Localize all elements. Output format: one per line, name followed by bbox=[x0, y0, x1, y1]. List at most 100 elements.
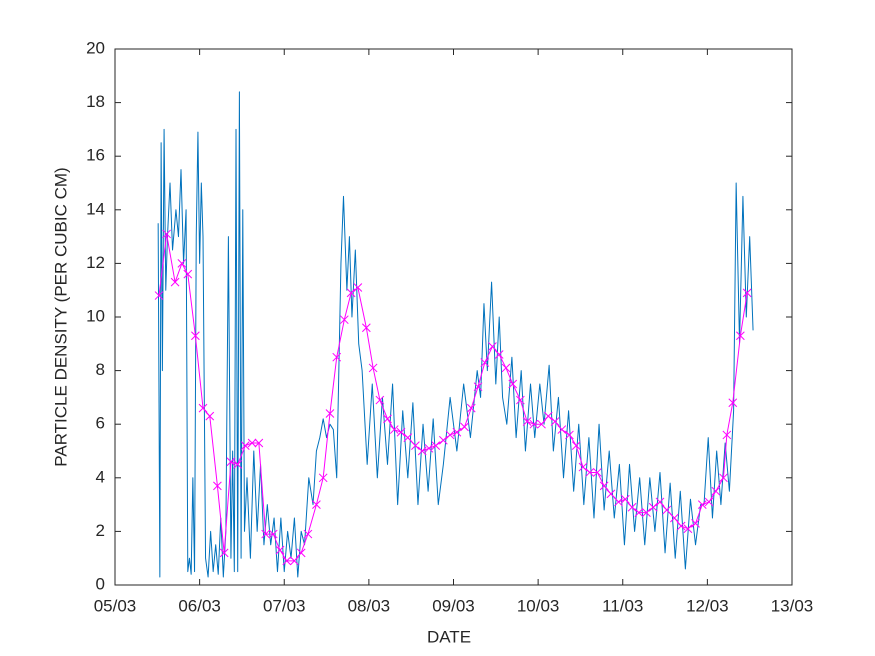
x-tick-label: 13/03 bbox=[771, 596, 814, 615]
marker bbox=[445, 430, 455, 440]
marker bbox=[634, 508, 644, 517]
marker bbox=[593, 468, 602, 477]
marker bbox=[648, 502, 658, 512]
marker bbox=[728, 398, 738, 408]
marker bbox=[296, 548, 306, 558]
marker bbox=[529, 419, 539, 429]
marker bbox=[494, 350, 504, 359]
y-tick-label: 20 bbox=[86, 38, 105, 57]
marker bbox=[191, 331, 200, 341]
marker bbox=[170, 277, 180, 287]
marker bbox=[719, 473, 728, 483]
marker bbox=[325, 409, 335, 418]
marker bbox=[711, 486, 721, 496]
marker bbox=[389, 425, 399, 434]
y-tick-label: 18 bbox=[86, 92, 105, 111]
marker bbox=[177, 259, 187, 268]
marker bbox=[431, 441, 441, 450]
y-axis-label: PARTICLE DENSITY (PER CUBIC CM) bbox=[51, 167, 70, 466]
marker bbox=[571, 441, 581, 450]
marker bbox=[183, 269, 193, 279]
marker bbox=[375, 395, 385, 405]
marker bbox=[550, 417, 560, 426]
marker bbox=[736, 331, 745, 341]
marker bbox=[537, 419, 546, 429]
marker bbox=[396, 427, 406, 437]
x-tick-label: 10/03 bbox=[517, 596, 560, 615]
marker bbox=[198, 403, 208, 413]
marker bbox=[683, 524, 693, 534]
x-tick-label: 12/03 bbox=[686, 596, 729, 615]
marker bbox=[676, 521, 686, 531]
x-tick-label: 07/03 bbox=[263, 596, 306, 615]
marker bbox=[460, 422, 469, 432]
marker bbox=[353, 283, 363, 292]
marker bbox=[268, 529, 278, 539]
marker bbox=[332, 352, 342, 362]
marker bbox=[403, 433, 413, 442]
marker bbox=[620, 494, 630, 504]
marker bbox=[614, 497, 623, 507]
marker bbox=[655, 497, 665, 507]
x-tick-label: 05/03 bbox=[94, 596, 137, 615]
marker bbox=[642, 508, 651, 517]
marker bbox=[557, 425, 567, 434]
marker bbox=[383, 414, 392, 424]
marker bbox=[233, 460, 243, 469]
x-axis-label: DATE bbox=[427, 627, 471, 646]
marker bbox=[662, 505, 672, 515]
marker bbox=[697, 500, 707, 509]
marker bbox=[516, 395, 525, 405]
marker bbox=[247, 438, 257, 448]
marker bbox=[290, 556, 299, 566]
y-tick-label: 16 bbox=[86, 146, 105, 165]
y-tick-label: 8 bbox=[96, 360, 105, 379]
marker bbox=[585, 468, 595, 477]
marker bbox=[578, 462, 588, 472]
y-tick-label: 14 bbox=[86, 199, 105, 218]
marker bbox=[704, 497, 714, 507]
marker bbox=[742, 288, 752, 298]
x-tick-label: 08/03 bbox=[348, 596, 391, 615]
marker bbox=[240, 441, 250, 450]
marker bbox=[417, 446, 427, 456]
marker bbox=[361, 323, 371, 333]
marker bbox=[543, 411, 553, 421]
marker bbox=[606, 489, 616, 499]
y-tick-label: 10 bbox=[86, 306, 105, 325]
y-tick-label: 2 bbox=[96, 521, 105, 540]
marker bbox=[346, 288, 356, 298]
marker bbox=[565, 430, 574, 440]
marker bbox=[480, 358, 490, 367]
marker bbox=[599, 481, 609, 491]
marker bbox=[213, 481, 222, 491]
marker bbox=[473, 382, 483, 392]
y-tick-label: 6 bbox=[96, 414, 105, 433]
marker bbox=[411, 441, 420, 450]
y-tick-label: 0 bbox=[96, 574, 105, 593]
marker bbox=[501, 363, 511, 373]
y-tick-label: 12 bbox=[86, 253, 105, 272]
marker bbox=[318, 473, 328, 483]
x-tick-label: 11/03 bbox=[602, 596, 643, 615]
x-tick-label: 09/03 bbox=[432, 596, 475, 615]
marker bbox=[488, 342, 497, 351]
marker bbox=[261, 529, 270, 539]
axes-box bbox=[114, 48, 793, 586]
marker bbox=[219, 548, 229, 558]
marker bbox=[254, 438, 264, 448]
marker bbox=[162, 229, 171, 239]
marker bbox=[691, 519, 700, 528]
marker bbox=[424, 443, 434, 453]
marker bbox=[452, 427, 462, 437]
marker bbox=[275, 545, 285, 555]
marker bbox=[226, 457, 236, 467]
marker bbox=[522, 417, 532, 426]
marker bbox=[368, 363, 378, 373]
marker bbox=[312, 500, 321, 509]
series-line bbox=[157, 91, 754, 578]
marker bbox=[722, 430, 732, 440]
marker bbox=[670, 513, 679, 523]
marker bbox=[508, 379, 518, 389]
